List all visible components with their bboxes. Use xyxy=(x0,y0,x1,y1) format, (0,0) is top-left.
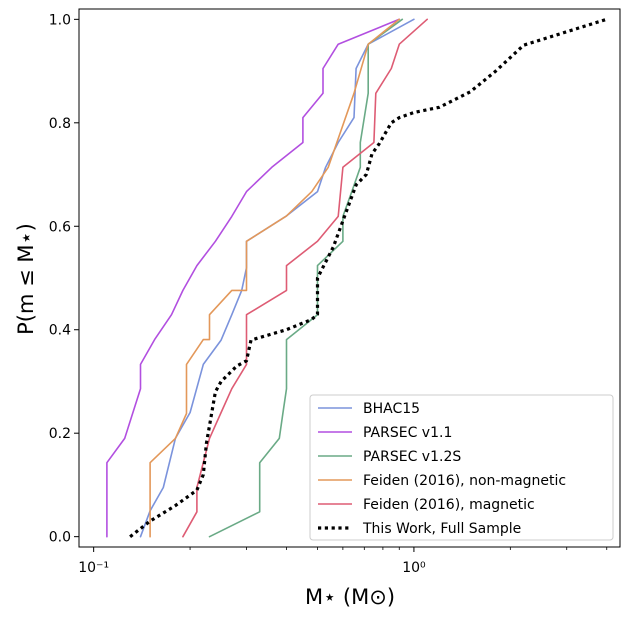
legend: BHAC15 PARSEC v1.1 PARSEC v1.2S Feiden (201… xyxy=(309,394,614,541)
y-axis-label: P(m ≤ M⋆) xyxy=(14,223,38,335)
y-tick-label: 0.6 xyxy=(49,219,71,235)
axis-ticks-group: 0.0 0.2 0.4 0.6 0.8 1.0 10⁻¹ 10⁰ xyxy=(49,12,608,576)
y-tick-label: 1.0 xyxy=(49,12,71,28)
x-axis-label: M⋆ (M⊙) xyxy=(305,585,395,609)
legend-entries: BHAC15 PARSEC v1.1 PARSEC v1.2S Feiden (201… xyxy=(318,401,566,537)
y-tick-label: 0.0 xyxy=(49,530,71,546)
legend-label-parsec-v1-1: PARSEC v1.1 xyxy=(363,425,452,441)
plot-frame xyxy=(78,8,621,548)
x-tick-label: 10⁻¹ xyxy=(78,560,109,576)
series-line-parsec-v1-1 xyxy=(106,18,401,538)
y-tick-label: 0.8 xyxy=(49,116,71,132)
series-line-parsec-v1-2s xyxy=(208,18,404,538)
legend-label-feiden-2016-magnetic: Feiden (2016), magnetic xyxy=(363,497,535,513)
legend-label-bhac15: BHAC15 xyxy=(363,401,420,417)
y-tick-label: 0.4 xyxy=(49,323,71,339)
series-line-feiden-2016-non-magnetic xyxy=(149,18,401,538)
plot-series-group xyxy=(106,17,608,538)
legend-label-feiden-2016-non-magnetic: Feiden (2016), non-magnetic xyxy=(363,473,566,489)
y-tick-label: 0.2 xyxy=(49,426,71,442)
x-tick-label: 10⁰ xyxy=(402,560,426,576)
legend-box xyxy=(309,394,614,541)
legend-label-parsec-v1-2s: PARSEC v1.2S xyxy=(363,449,461,465)
legend-label-this-work-full-sample: This Work, Full Sample xyxy=(362,521,521,537)
series-line-feiden-2016-magnetic xyxy=(182,18,429,538)
